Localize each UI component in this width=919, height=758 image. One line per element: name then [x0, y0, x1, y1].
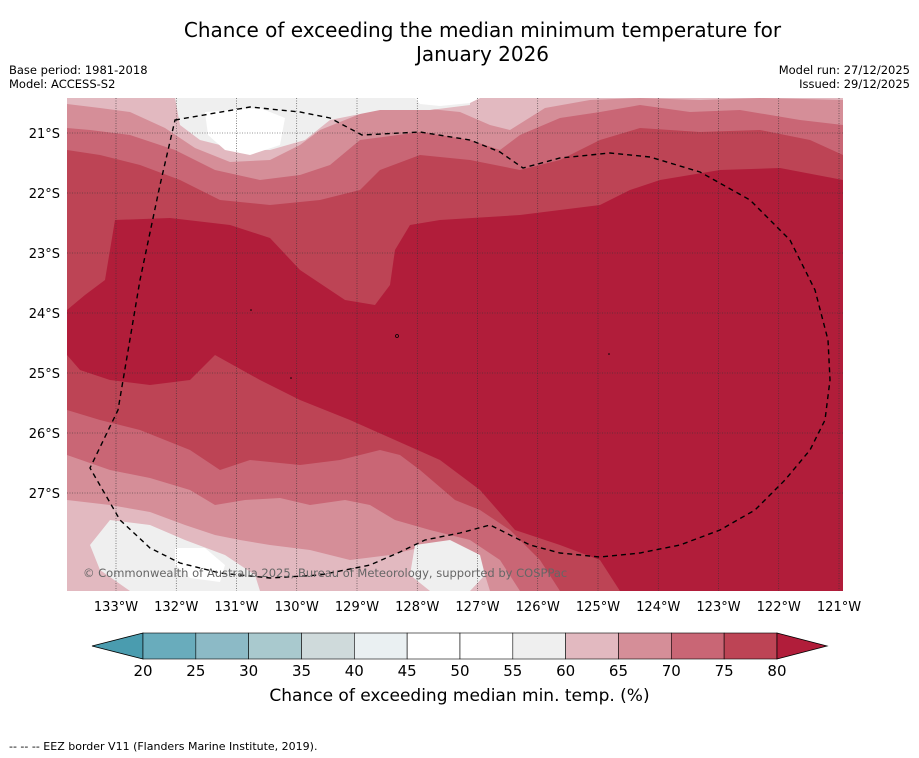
lon-label: 122°W	[757, 600, 801, 615]
lon-label: 127°W	[455, 600, 499, 615]
island-marker	[395, 334, 399, 338]
colorbar-segment	[248, 632, 302, 660]
probability-contours	[67, 98, 843, 591]
colorbar-tick-label: 25	[186, 662, 205, 680]
band-45-55-north	[205, 108, 285, 155]
lon-label: 124°W	[636, 600, 680, 615]
latitude-labels: 21°S 22°S 23°S 24°S 25°S 26°S 27°S	[29, 127, 60, 502]
colorbar-tick-label: 60	[556, 662, 575, 680]
colorbar-tick-label: 40	[345, 662, 364, 680]
lon-label: 130°W	[275, 600, 319, 615]
colorbar-segment	[354, 632, 408, 660]
band-45-55-south	[175, 548, 225, 582]
lon-label: 126°W	[516, 600, 560, 615]
band-55-60-south-east	[410, 540, 485, 591]
lat-label: 23°S	[29, 247, 60, 262]
eez-border	[89, 106, 831, 579]
colorbar: 20 25 30 35 40 45 50 55 60 65 70 75 80	[91, 632, 829, 680]
lon-label: 121°W	[817, 600, 861, 615]
colorbar-tick-label: 55	[503, 662, 522, 680]
title-line-1: Chance of exceeding the median minimum t…	[183, 18, 782, 42]
model-run: Model run: 27/12/2025	[778, 63, 910, 77]
colorbar-segment	[142, 632, 197, 660]
lat-label: 22°S	[29, 187, 60, 202]
copyright-note: © Commonwealth of Australia 2025, Bureau…	[83, 566, 567, 580]
lon-label: 133°W	[94, 600, 138, 615]
lat-label: 26°S	[29, 427, 60, 442]
colorbar-tick-label: 20	[133, 662, 152, 680]
lat-label: 24°S	[29, 307, 60, 322]
colorbar-over-extend	[776, 632, 829, 660]
model-name: Model: ACCESS-S2	[9, 77, 116, 91]
colorbar-segment	[406, 632, 461, 660]
lat-label: 25°S	[29, 367, 60, 382]
colorbar-tick-label: 80	[767, 662, 786, 680]
colorbar-segment	[723, 632, 778, 660]
colorbar-tick-label: 30	[239, 662, 258, 680]
colorbar-segment	[618, 632, 672, 660]
band-over-80	[67, 168, 843, 591]
colorbar-tick-label: 50	[450, 662, 469, 680]
colorbar-segment	[565, 632, 619, 660]
island-marker	[290, 377, 292, 379]
meta-left: Base period: 1981-2018 Model: ACCESS-S2	[9, 63, 148, 91]
colorbar-label: Chance of exceeding median min. temp. (%…	[269, 686, 650, 706]
colorbar-segment	[459, 632, 514, 660]
graticule	[67, 98, 843, 591]
map-title: Chance of exceeding the median minimum t…	[0, 18, 919, 66]
lon-label: 128°W	[395, 600, 439, 615]
island-marker	[608, 353, 610, 355]
band-45-55-north-small	[415, 98, 480, 106]
colorbar-tick-label: 45	[398, 662, 417, 680]
eez-legend-note: -- -- -- EEZ border V11 (Flanders Marine…	[9, 740, 318, 753]
base-period: Base period: 1981-2018	[9, 63, 148, 77]
issued-date: Issued: 29/12/2025	[799, 77, 910, 91]
colorbar-tick-label: 65	[609, 662, 628, 680]
title-line-2: January 2026	[415, 42, 550, 66]
colorbar-segment	[301, 632, 355, 660]
colorbar-segment	[512, 632, 566, 660]
lon-label: 125°W	[576, 600, 620, 615]
lat-label: 27°S	[29, 487, 60, 502]
colorbar-tick-label: 70	[662, 662, 681, 680]
colorbar-tick-label: 75	[715, 662, 734, 680]
colorbar-segment	[670, 632, 725, 660]
lon-label: 129°W	[335, 600, 379, 615]
colorbar-tick-label: 35	[292, 662, 311, 680]
lat-label: 21°S	[29, 127, 60, 142]
lon-label: 131°W	[214, 600, 258, 615]
lon-label: 123°W	[696, 600, 740, 615]
colorbar-segment	[195, 632, 249, 660]
longitude-labels: 133°W 132°W 131°W 130°W 129°W 128°W 127°W 126°W…	[94, 600, 861, 615]
meta-right: Model run: 27/12/2025 Issued: 29/12/2025	[779, 63, 910, 91]
colorbar-under-extend	[91, 632, 144, 660]
island-marker	[250, 309, 252, 311]
lon-label: 132°W	[154, 600, 198, 615]
